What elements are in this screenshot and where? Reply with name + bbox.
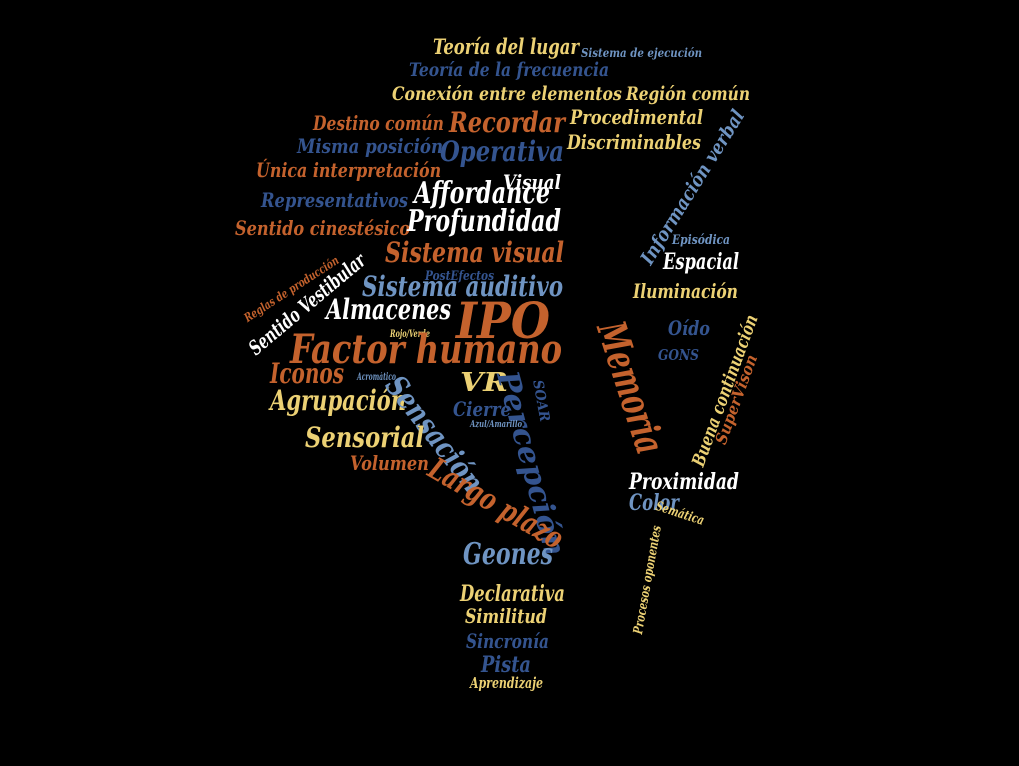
word-sistema-de-ejecucion: Sistema de ejecución — [581, 46, 703, 60]
word-declarativa: Declarativa — [460, 581, 565, 607]
word-sincronia: Sincronía — [466, 629, 549, 653]
word-teoria-de-la-frecuencia: Teoría de la frecuencia — [409, 59, 610, 81]
word-vr: VR — [460, 368, 509, 398]
word-unica-interpretacion: Única interpretación — [256, 158, 442, 182]
word-sistema-visual: Sistema visual — [385, 236, 565, 269]
word-agrupacion: Agrupación — [270, 384, 407, 417]
word-sentido-cinestesico: Sentido cinestésico — [235, 216, 411, 240]
word-teoria-del-lugar: Teoría del lugar — [433, 34, 580, 59]
word-destino-comun: Destino común — [313, 111, 444, 135]
word-memoria: Memoria — [587, 315, 674, 460]
word-iluminacion: Iluminación — [633, 279, 738, 303]
word-azul-amarillo: Azul/Amarillo — [470, 420, 522, 430]
word-geones: Geones — [463, 537, 554, 572]
word-visual: Visual — [503, 170, 561, 194]
word-region-comun: Región común — [626, 83, 751, 105]
word-conexion-entre-elementos: Conexión entre elementos — [392, 83, 622, 105]
word-espacial: Espacial — [663, 249, 740, 275]
word-oido: Oído — [668, 316, 710, 340]
word-iconos: Iconos — [270, 357, 344, 390]
word-similitud: Similitud — [465, 604, 547, 628]
word-ipo: IPO — [456, 291, 550, 350]
word-operativa: Operativa — [440, 135, 564, 168]
word-profundidad: Profundidad — [407, 204, 561, 239]
word-rojo-verde: Rojo/Verde — [390, 329, 430, 340]
word-volumen: Volumen — [350, 451, 429, 475]
word-affordance: Affordance — [414, 176, 550, 211]
word-color: Color — [629, 490, 679, 516]
word-episodica: Episódica — [672, 233, 730, 248]
word-misma-posicion: Misma posición — [297, 134, 444, 158]
word-representativos: Representativos — [261, 188, 409, 212]
word-almacenes: Almacenes — [326, 293, 452, 326]
word-discriminables: Discriminables — [567, 130, 702, 154]
word-procedimental: Procedimental — [570, 105, 704, 129]
word-sensorial: Sensorial — [305, 421, 425, 454]
word-factor-humano: Factor humano — [290, 326, 563, 373]
word-pista: Pista — [481, 652, 531, 678]
word-semantica: Semática — [653, 499, 706, 529]
word-posteffectos: PostEfectos — [425, 269, 495, 284]
word-proximidad: Proximidad — [629, 469, 739, 495]
word-gons: GONS — [658, 346, 699, 364]
word-cierre: Cierre — [453, 397, 511, 421]
word-aprendizaje: Aprendizaje — [470, 674, 544, 692]
word-recordar: Recordar — [449, 106, 565, 139]
word-acromatico: Acromático — [357, 372, 396, 383]
word-sistema-auditivo: Sistema auditivo — [362, 270, 564, 303]
word-procesos-oponentes: Procesos oponentes — [631, 524, 665, 636]
